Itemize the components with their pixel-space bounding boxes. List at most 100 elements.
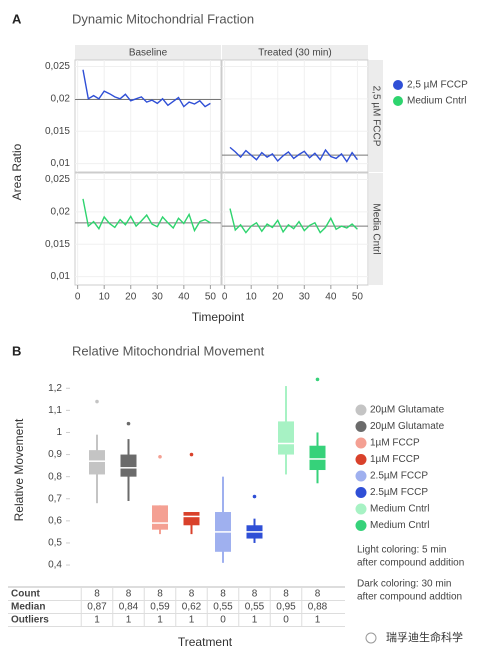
note: after compound addition <box>357 558 464 569</box>
note: Dark coloring: 30 min <box>357 579 451 590</box>
watermark-icon <box>365 632 377 644</box>
box <box>152 505 168 530</box>
facet-panel <box>221 59 369 173</box>
table-cell: 0,59 <box>150 602 170 613</box>
x-tick-label: 10 <box>246 292 258 303</box>
y-tick-label: 0,5 <box>48 538 62 549</box>
y-tick-label: 0,015 <box>45 239 70 250</box>
legend-label: 1µM FCCP <box>370 438 420 449</box>
table-cell: 8 <box>220 589 226 600</box>
table-cell: 1 <box>189 615 195 626</box>
table-cell: 0,88 <box>308 602 328 613</box>
table-cell: 8 <box>252 589 258 600</box>
y-tick-label: 1,2 <box>48 383 62 394</box>
legend-label: 2,5 µM FCCP <box>407 80 468 91</box>
legend-marker <box>355 503 367 515</box>
table-row-header: Outliers <box>11 615 49 626</box>
outlier <box>315 377 320 382</box>
y-tick-label: 0,025 <box>45 174 70 185</box>
x-tick-label: 40 <box>325 292 337 303</box>
y-tick-label: 1 <box>56 427 62 438</box>
chart-title: Relative Mitochondrial Movement <box>72 343 265 358</box>
table-cell: 8 <box>157 589 163 600</box>
x-tick-label: 0 <box>75 292 81 303</box>
legend-marker <box>355 520 367 531</box>
table-cell: 8 <box>189 589 195 600</box>
series-line <box>229 208 358 234</box>
legend-marker <box>355 404 367 416</box>
table-cell: 0,55 <box>245 602 265 613</box>
note: after compound addtion <box>357 592 462 603</box>
legend-label: 20µM Glutamate <box>370 405 445 416</box>
table-cell: 8 <box>315 589 321 600</box>
box <box>89 450 105 475</box>
watermark: 瑞孚迪生命科学 <box>386 630 463 644</box>
x-tick-label: 30 <box>152 292 164 303</box>
table-cell: 0 <box>283 615 289 626</box>
panel-label: B <box>12 343 21 358</box>
y-tick-label: 1,1 <box>48 405 62 416</box>
legend-label: 2.5µM FCCP <box>370 487 428 498</box>
y-tick-label: 0,9 <box>48 449 62 460</box>
x-axis-label: Treatment <box>178 635 233 649</box>
legend-marker <box>355 470 367 482</box>
outlier <box>126 421 131 426</box>
table-cell: 8 <box>94 589 100 600</box>
y-tick-label: 0,7 <box>48 493 62 504</box>
facet-label: Baseline <box>129 48 168 59</box>
y-tick-label: 0,6 <box>48 515 62 526</box>
chart-title: Dynamic Mitochondrial Fraction <box>72 11 254 26</box>
y-tick-label: 0,01 <box>51 158 71 169</box>
table-cell: 1 <box>157 615 163 626</box>
outlier <box>189 452 194 457</box>
series-line <box>82 69 211 108</box>
table-cell: 8 <box>126 589 132 600</box>
table-cell: 0,84 <box>119 602 139 613</box>
x-tick-label: 0 <box>222 292 228 303</box>
table-cell: 0,62 <box>182 602 202 613</box>
facet-panel <box>221 172 369 286</box>
facet-label: Treated (30 min) <box>258 48 332 59</box>
table-cell: 1 <box>315 615 321 626</box>
table-cell: 0,55 <box>213 602 233 613</box>
legend-label: Medium Cntrl <box>370 520 429 531</box>
y-tick-label: 0,01 <box>51 271 71 282</box>
table-cell: 8 <box>283 589 289 600</box>
note: Light coloring: 5 min <box>357 545 447 556</box>
legend-marker <box>355 421 367 432</box>
x-tick-label: 20 <box>272 292 284 303</box>
y-tick-label: 0,02 <box>51 206 71 217</box>
legend-marker <box>355 454 367 465</box>
outlier <box>158 454 162 459</box>
y-axis-label: Relative Movement <box>12 418 26 521</box>
x-tick-label: 30 <box>299 292 311 303</box>
table-cell: 0,95 <box>276 602 296 613</box>
x-tick-label: 10 <box>99 292 111 303</box>
facet-strip <box>369 60 383 172</box>
y-tick-label: 0,4 <box>48 560 62 571</box>
y-axis-label: Area Ratio <box>10 143 24 200</box>
panel-label: A <box>12 11 22 26</box>
legend-marker <box>393 96 403 106</box>
x-tick-label: 50 <box>352 292 364 303</box>
facet-panel <box>74 172 222 286</box>
y-tick-label: 0,015 <box>45 126 70 137</box>
outlier <box>95 399 99 404</box>
series-line <box>82 198 211 233</box>
box <box>309 445 326 471</box>
box <box>278 421 294 455</box>
legend-marker <box>393 80 403 90</box>
table-row-header: Median <box>11 602 45 613</box>
table-cell: 1 <box>252 615 258 626</box>
x-axis-label: Timepoint <box>192 310 245 324</box>
table-cell: 0 <box>220 615 226 626</box>
x-tick-label: 40 <box>178 292 190 303</box>
table-cell: 0,87 <box>87 602 107 613</box>
y-tick-label: 0,025 <box>45 61 70 72</box>
y-tick-label: 0,02 <box>51 93 71 104</box>
facet-strip <box>222 45 368 60</box>
legend-label: Medium Cntrl <box>407 96 466 107</box>
facet-strip <box>75 45 221 60</box>
legend-label: 1µM FCCP <box>370 454 420 465</box>
